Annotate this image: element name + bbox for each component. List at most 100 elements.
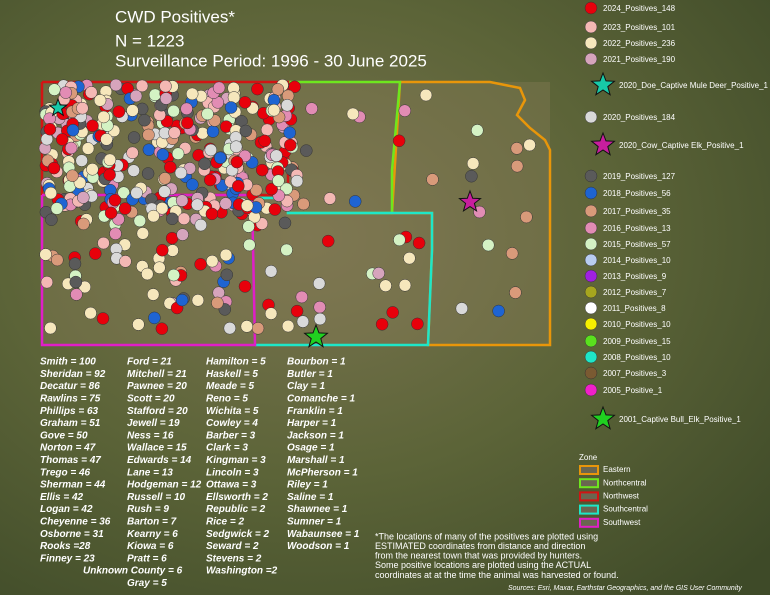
positive-dot bbox=[267, 103, 281, 117]
positive-dot bbox=[148, 88, 162, 102]
county-count: Mitchell = 21 bbox=[127, 369, 187, 380]
legend-symbol bbox=[584, 110, 598, 124]
county-count: Decatur = 86 bbox=[40, 381, 100, 392]
positive-dot bbox=[392, 134, 406, 148]
positive-dot bbox=[204, 143, 218, 157]
footnote: coordinates at at the time the animal wa… bbox=[375, 570, 619, 580]
positive-dot bbox=[103, 168, 116, 182]
legend-symbol bbox=[584, 285, 598, 299]
positive-dot bbox=[412, 236, 426, 250]
positive-dot bbox=[523, 138, 536, 152]
positive-dot bbox=[108, 193, 122, 207]
positive-dot bbox=[181, 116, 194, 130]
positive-dot bbox=[510, 142, 524, 155]
legend-symbol bbox=[584, 52, 598, 66]
positive-dot bbox=[379, 279, 392, 292]
legend-star bbox=[590, 71, 616, 96]
positive-dot bbox=[127, 131, 141, 144]
legend-symbol bbox=[584, 169, 598, 183]
positive-dot bbox=[109, 227, 122, 240]
legend-label: 2021_Positives_190 bbox=[603, 55, 676, 64]
positive-dot bbox=[148, 311, 161, 325]
county-count: Lincoln = 3 bbox=[206, 467, 259, 478]
county-count: Rice = 2 bbox=[206, 517, 245, 528]
county-count: Sedgwick = 2 bbox=[206, 529, 270, 540]
positive-dot bbox=[313, 312, 327, 326]
positive-dot bbox=[386, 306, 399, 319]
positive-dot bbox=[117, 186, 130, 199]
positive-dot bbox=[97, 110, 110, 124]
county-count: Ellis = 42 bbox=[40, 492, 84, 503]
positive-dot bbox=[180, 102, 193, 116]
positive-dot bbox=[264, 265, 278, 278]
captive-star bbox=[48, 97, 68, 117]
county-count: Bourbon = 1 bbox=[287, 357, 346, 368]
positive-dot bbox=[205, 207, 219, 221]
footnote: Some positive locations are plotted usin… bbox=[375, 560, 591, 570]
county-count: Meade = 5 bbox=[206, 381, 255, 392]
county-count: Pawnee = 20 bbox=[127, 381, 187, 392]
positive-dot bbox=[66, 169, 79, 182]
positive-dot bbox=[97, 236, 110, 250]
positive-dot bbox=[70, 288, 83, 301]
positive-dot bbox=[509, 286, 522, 299]
positive-dot bbox=[40, 275, 54, 289]
county-count: Seward = 2 bbox=[206, 541, 259, 552]
positive-dot bbox=[89, 247, 102, 260]
positive-dot bbox=[455, 302, 469, 315]
positive-dot bbox=[166, 212, 179, 226]
positive-dot bbox=[278, 216, 292, 230]
positive-dot bbox=[185, 87, 199, 101]
legend-label: 2008_Positives_10 bbox=[603, 353, 671, 362]
legend-label: 2009_Positives_15 bbox=[603, 337, 671, 346]
legend-label: 2017_Positives_35 bbox=[603, 207, 671, 216]
legend-label: 2018_Positives_56 bbox=[603, 189, 671, 198]
positive-dot bbox=[290, 304, 304, 318]
positive-dot bbox=[109, 78, 123, 92]
county-count: Rush = 9 bbox=[127, 504, 169, 515]
positive-dot bbox=[242, 220, 255, 233]
positive-dot bbox=[323, 192, 337, 205]
positive-dot bbox=[198, 157, 211, 171]
legend-symbol bbox=[584, 1, 598, 15]
county-count: Clark = 3 bbox=[206, 443, 248, 454]
positive-dot bbox=[300, 144, 313, 157]
positive-locations bbox=[38, 78, 536, 335]
positive-dot bbox=[126, 146, 139, 160]
positive-dot bbox=[205, 254, 219, 268]
positive-dot bbox=[194, 218, 208, 232]
county-count: Wallace = 15 bbox=[127, 443, 187, 454]
county-count: McPherson = 1 bbox=[287, 467, 358, 478]
captive-star bbox=[303, 323, 329, 348]
positive-dot bbox=[69, 275, 83, 289]
county-count: Barton = 7 bbox=[127, 517, 177, 528]
county-count: Russell = 10 bbox=[127, 492, 186, 503]
county-count: Marshall = 1 bbox=[287, 455, 345, 466]
positive-dot bbox=[313, 300, 326, 314]
county-count: Washington =2 bbox=[206, 566, 278, 577]
positive-dot bbox=[142, 128, 155, 142]
zone-label: Northcentral bbox=[603, 478, 647, 487]
positive-dot bbox=[103, 153, 117, 167]
positive-dot bbox=[43, 122, 57, 136]
positive-dot bbox=[156, 243, 169, 257]
positive-dot bbox=[153, 261, 166, 274]
positive-dot bbox=[223, 321, 237, 335]
positive-dot bbox=[100, 133, 113, 146]
positive-dot bbox=[191, 294, 205, 307]
positive-dot bbox=[86, 119, 99, 133]
positive-dot bbox=[146, 288, 160, 301]
legend-symbol bbox=[584, 20, 598, 34]
county-count: Stafford = 20 bbox=[127, 406, 188, 417]
positive-dot bbox=[141, 267, 154, 281]
positive-dot bbox=[68, 257, 82, 270]
positive-dot bbox=[76, 101, 89, 115]
county-count: Ford = 21 bbox=[127, 357, 172, 368]
county-count: Gray = 5 bbox=[127, 578, 167, 589]
county-count: Thomas = 47 bbox=[40, 455, 101, 466]
county-count: Graham = 51 bbox=[40, 418, 101, 429]
positive-dot bbox=[112, 105, 126, 118]
positive-dot bbox=[393, 233, 406, 247]
positive-dot bbox=[77, 191, 90, 204]
positive-dot bbox=[265, 182, 278, 196]
